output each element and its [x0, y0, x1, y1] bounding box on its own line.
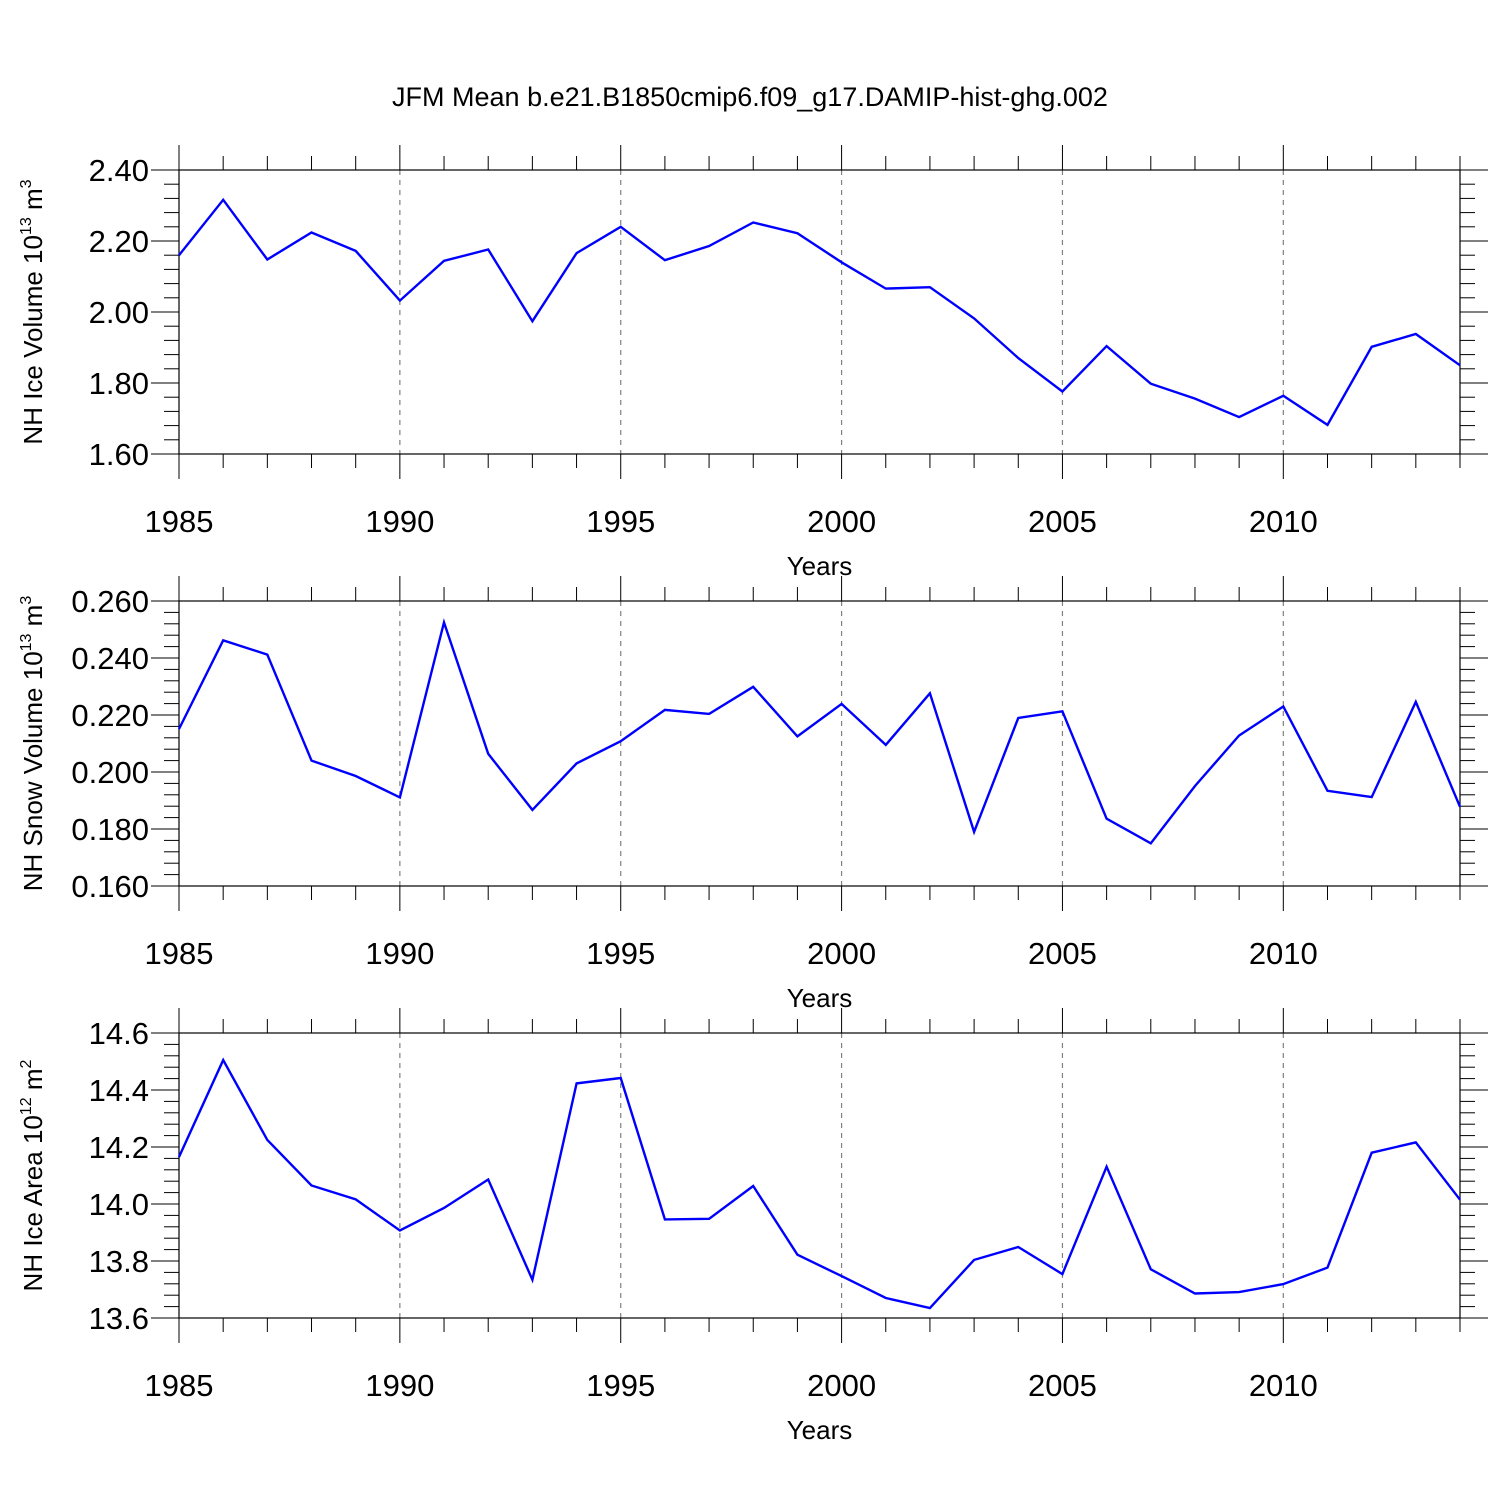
y-tick-label: 0.160 — [71, 869, 149, 904]
y-tick-label: 2.40 — [89, 153, 149, 188]
panels: 1.60 1.80 2.00 2.20 2.40 1985 1990 1995 2000 2005… — [18, 145, 1488, 1445]
plot-frame — [178, 600, 1461, 887]
x-tick-label: 2005 — [1028, 1368, 1097, 1403]
x-tick-label: 1990 — [365, 936, 434, 971]
y-tick-label: 13.6 — [89, 1301, 149, 1336]
x-tick-label: 1990 — [365, 504, 434, 539]
x-tick-label: 2000 — [807, 936, 876, 971]
y-tick-label: 1.80 — [89, 366, 149, 401]
y-tick-label: 13.8 — [89, 1244, 149, 1279]
x-tick-label: 1995 — [586, 1368, 655, 1403]
y-tick-label: 14.4 — [89, 1073, 149, 1108]
series-line — [177, 1057, 1461, 1310]
x-axis-label: Years — [787, 551, 853, 581]
x-axis-label: Years — [787, 983, 853, 1013]
y-tick-label: 0.200 — [71, 755, 149, 790]
y-tick-label: 0.260 — [71, 584, 149, 619]
x-tick-label: 2005 — [1028, 936, 1097, 971]
series-line — [177, 618, 1462, 845]
y-tick-label: 1.60 — [89, 437, 149, 472]
y-tick-label: 14.2 — [89, 1130, 149, 1165]
y-tick-label: 2.00 — [89, 295, 149, 330]
x-tick-label: 2010 — [1249, 1368, 1318, 1403]
y-tick-label: 14.6 — [89, 1016, 149, 1051]
x-tick-label: 2010 — [1249, 504, 1318, 539]
x-tick-label: 2010 — [1249, 936, 1318, 971]
y-tick-label: 2.20 — [89, 224, 149, 259]
x-tick-label: 1985 — [145, 1368, 214, 1403]
figure-title: JFM Mean b.e21.B1850cmip6.f09_g17.DAMIP-… — [392, 82, 1108, 112]
panel-1: 1.60 1.80 2.00 2.20 2.40 1985 1990 1995 2000 2005… — [18, 145, 1488, 581]
y-tick-label: 14.0 — [89, 1187, 149, 1222]
y-axis-label: NH Ice Area 1012 m2 — [18, 1059, 48, 1291]
y-axis-label: NH Snow Volume 1013 m3 — [18, 596, 48, 892]
plot-frame — [178, 1032, 1461, 1319]
x-tick-label: 2005 — [1028, 504, 1097, 539]
x-axis-label: Years — [787, 1415, 853, 1445]
x-tick-label: 1995 — [586, 936, 655, 971]
x-tick-label: 2000 — [807, 1368, 876, 1403]
plot-frame — [178, 169, 1461, 455]
x-tick-label: 1995 — [586, 504, 655, 539]
panel-3: 13.6 13.8 14.0 14.2 14.4 14.6 1985 1990 1995 2000… — [18, 1008, 1488, 1445]
series-line — [178, 197, 1461, 427]
y-tick-label: 0.180 — [71, 812, 149, 847]
y-axis-label: NH Ice Volume 1013 m3 — [18, 179, 48, 444]
x-tick-label: 1985 — [145, 504, 214, 539]
y-tick-label: 0.220 — [71, 698, 149, 733]
x-tick-label: 2000 — [807, 504, 876, 539]
x-tick-label: 1985 — [145, 936, 214, 971]
panel-2: 0.160 0.180 0.200 0.220 0.240 0.260 1985 1990 19… — [18, 576, 1488, 1013]
y-tick-label: 0.240 — [71, 641, 149, 676]
x-tick-label: 1990 — [365, 1368, 434, 1403]
